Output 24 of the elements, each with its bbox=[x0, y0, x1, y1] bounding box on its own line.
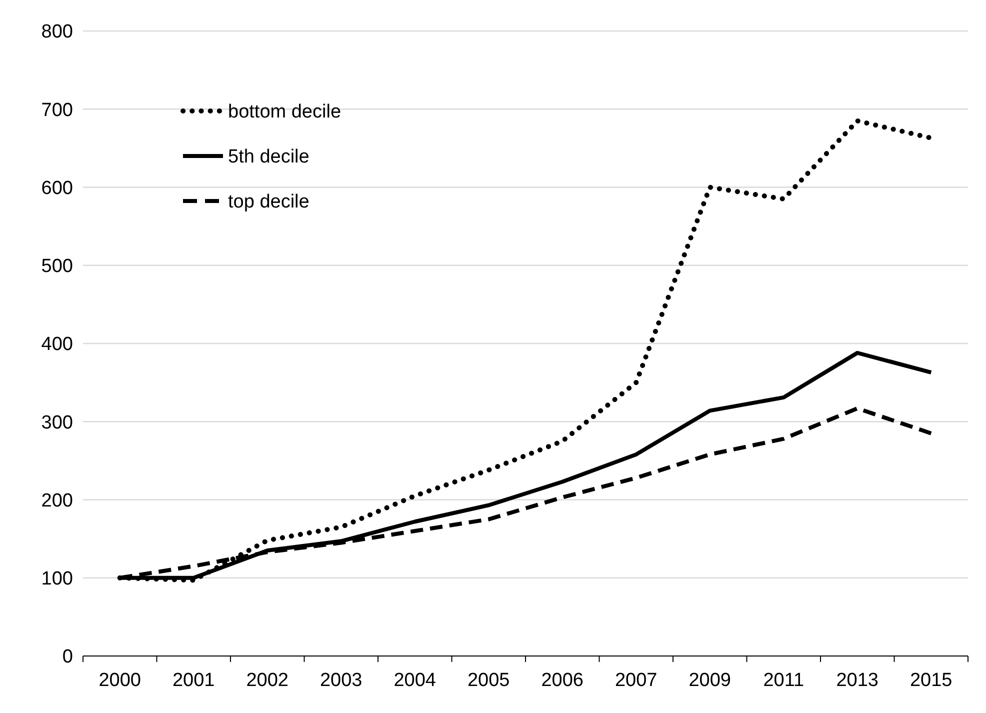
y-tick-label: 100 bbox=[41, 568, 73, 590]
y-tick-label: 700 bbox=[41, 100, 73, 121]
x-tick-label: 2005 bbox=[467, 670, 510, 691]
x-tick-label: 2000 bbox=[98, 670, 142, 691]
x-tick-label: 2013 bbox=[836, 670, 879, 691]
x-tick-label: 2004 bbox=[394, 670, 436, 691]
x-tick-label: 2009 bbox=[688, 670, 732, 691]
legend-label: top decile bbox=[228, 192, 310, 213]
y-tick-label: 200 bbox=[41, 490, 73, 512]
y-tick-label: 400 bbox=[41, 334, 73, 356]
legend-label: 5th decile bbox=[228, 146, 310, 168]
x-tick-label: 2007 bbox=[614, 670, 658, 691]
y-tick-label: 300 bbox=[41, 412, 73, 434]
y-tick-label: 500 bbox=[41, 256, 73, 278]
legend-label: bottom decile bbox=[228, 102, 342, 123]
y-tick-label: 600 bbox=[41, 178, 73, 199]
y-tick-label: 800 bbox=[41, 22, 73, 43]
y-tick-label: 0 bbox=[62, 646, 73, 668]
x-tick-label: 2001 bbox=[172, 670, 215, 691]
x-tick-label: 2006 bbox=[541, 670, 584, 691]
x-tick-label: 2003 bbox=[320, 670, 362, 691]
x-tick-label: 2002 bbox=[246, 670, 289, 691]
x-tick-label: 2011 bbox=[763, 670, 804, 691]
x-tick-label: 2015 bbox=[910, 670, 952, 691]
